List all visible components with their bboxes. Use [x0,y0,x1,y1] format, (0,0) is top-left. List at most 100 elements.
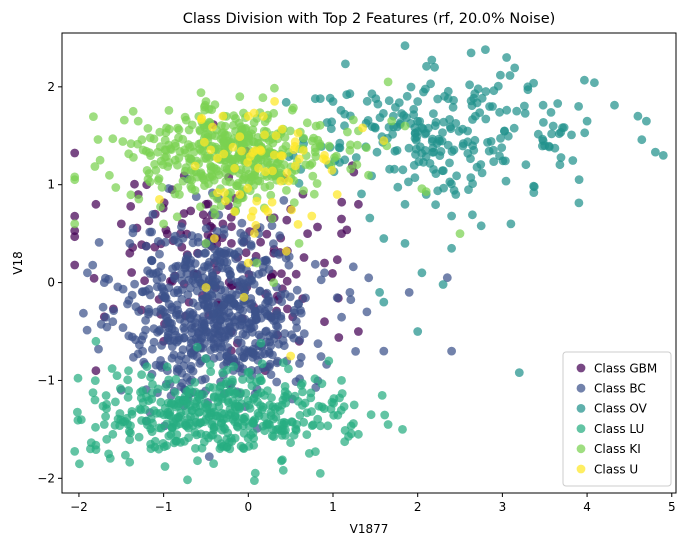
data-point [201,248,210,258]
data-point [320,150,329,160]
data-point [529,181,538,191]
data-point [125,428,135,438]
data-point [315,469,325,478]
data-point [148,418,157,428]
data-point [285,292,295,302]
data-point [637,135,647,145]
data-point [186,364,195,374]
data-point [380,410,390,420]
data-point [201,224,211,234]
data-point [196,202,205,212]
data-point [269,278,279,287]
data-point [299,329,309,338]
data-point [105,170,114,180]
data-point [332,190,342,199]
data-point [521,160,531,170]
data-point [241,388,251,398]
data-point [162,441,172,450]
data-point [237,146,246,156]
data-point [538,100,548,110]
data-point [409,110,419,120]
data-point [131,302,141,312]
data-point [250,310,260,320]
data-point [205,332,215,342]
data-point [190,428,200,437]
data-point [334,333,344,342]
data-point [428,134,437,144]
data-point [292,323,302,333]
data-point [194,389,204,399]
data-point [201,239,211,248]
data-point [257,359,267,369]
data-point [256,338,266,348]
legend-marker [576,424,586,433]
data-point [324,141,334,151]
data-point [481,87,491,96]
data-point [337,197,347,207]
data-point [337,389,347,398]
data-point [70,447,80,456]
data-point [289,333,299,343]
data-point [121,450,130,460]
data-point [236,263,245,273]
data-point [270,97,279,106]
data-point [187,323,197,333]
data-point [243,368,253,377]
data-point [230,412,240,421]
y-tick-label: 2 [47,80,55,94]
data-point [147,427,157,436]
data-point [70,219,80,229]
data-point [213,194,222,204]
data-point [180,325,190,335]
data-point [130,279,140,289]
data-point [279,196,289,205]
data-point [169,438,179,448]
data-point [280,382,290,391]
data-point [172,308,182,318]
data-point [283,304,292,314]
data-point [164,158,174,167]
data-point [148,344,157,354]
data-point [200,374,210,384]
data-point [554,129,564,139]
data-point [337,312,346,322]
data-point [398,425,407,434]
data-point [447,243,456,253]
data-point [108,429,118,439]
data-point [510,63,520,73]
series-class-lu [70,336,407,485]
data-point [481,45,490,54]
data-point [219,422,229,432]
data-point [131,335,141,345]
data-point [192,342,202,352]
data-point [116,384,125,393]
data-point [336,405,346,415]
data-point [580,128,590,138]
data-point [261,167,270,177]
data-point [239,292,249,302]
data-point [260,204,270,214]
data-point [277,456,286,466]
data-point [348,262,358,272]
data-point [296,308,306,318]
data-point [204,452,214,461]
data-point [101,391,111,400]
data-point [252,196,262,206]
data-point [178,134,188,144]
data-point [404,177,413,187]
data-point [307,211,317,221]
data-point [107,364,117,373]
data-point [124,149,134,159]
data-point [210,324,220,333]
data-point [206,290,216,299]
data-point [430,121,440,131]
legend-marker [576,404,586,413]
data-point [294,239,304,248]
x-tick-label: 5 [668,500,676,514]
data-point [362,307,372,317]
data-point [473,84,483,94]
data-point [495,151,504,161]
data-point [497,143,507,153]
data-point [440,91,449,101]
data-point [128,228,138,238]
